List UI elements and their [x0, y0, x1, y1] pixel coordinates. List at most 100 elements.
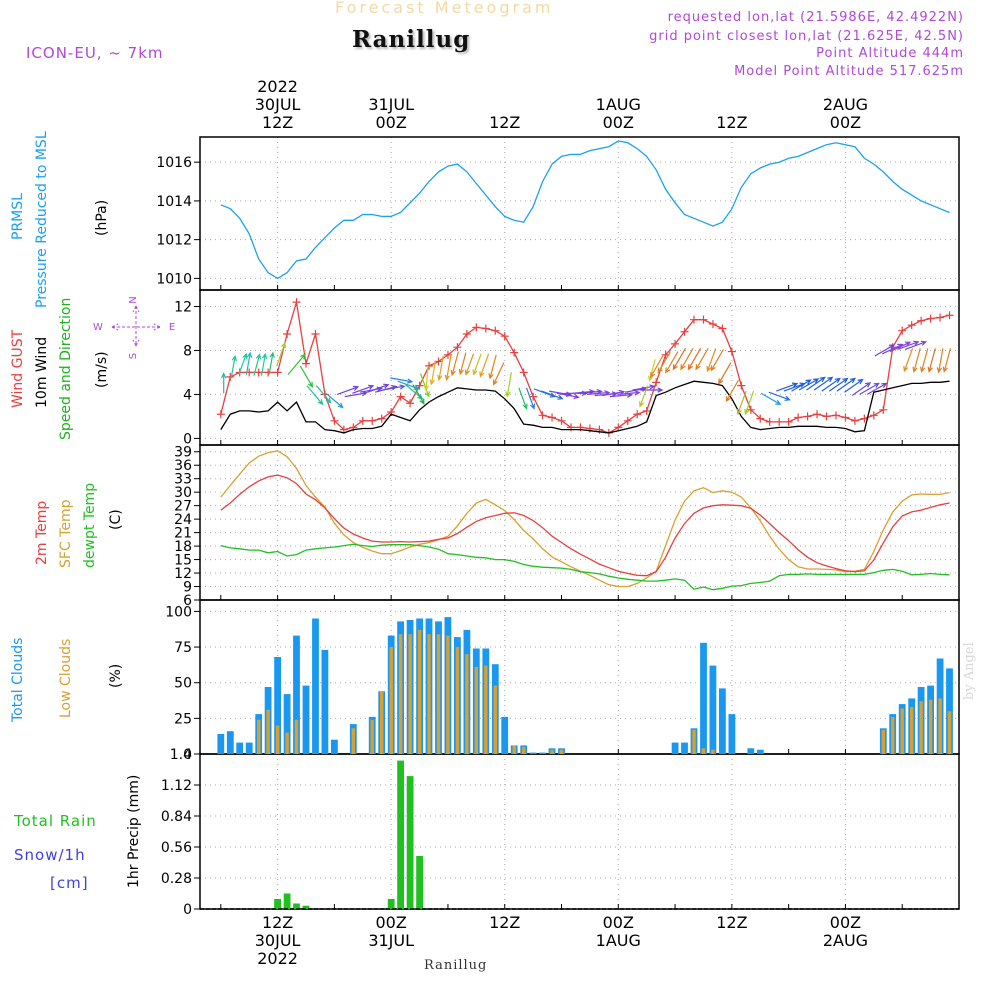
chart-title: Forecast Meteogram	[335, 0, 554, 17]
top-time-label: 30JUL	[255, 95, 301, 114]
sfc-temp-line	[220, 450, 950, 588]
gust-marker	[443, 350, 452, 359]
wind-arrow	[419, 373, 430, 398]
gust-marker	[794, 413, 803, 422]
bottom-time-label: 2AUG	[823, 931, 868, 950]
wind-unit: (m/s)	[94, 351, 110, 388]
total-cloud-bar	[728, 714, 736, 754]
top-time-label: 31JUL	[368, 95, 414, 114]
wind-arrow	[488, 354, 497, 380]
top-time-label: 12Z	[489, 113, 520, 132]
y-tick-label: 1.4	[170, 747, 192, 763]
compass-south: S	[128, 353, 139, 359]
bottom-time-label: 30JUL	[255, 931, 301, 950]
low-cloud-bar	[380, 691, 384, 754]
requested-coords: requested lon,lat (21.5986E, 42.4922N)	[667, 10, 964, 25]
wind-arrow	[230, 354, 237, 379]
wind-arrow	[942, 348, 952, 373]
wind-arrow	[768, 391, 791, 401]
wind-arrow	[725, 379, 740, 403]
gust-marker	[756, 414, 765, 423]
bottom-time-label: 1AUG	[596, 931, 641, 950]
wind-arrow	[444, 355, 452, 382]
gust-marker	[292, 298, 301, 307]
wind-arrow	[687, 347, 702, 371]
wind-arrow	[927, 348, 936, 373]
wind-arrow	[889, 341, 912, 353]
gust-line	[220, 301, 950, 434]
y-tick-label: 8	[183, 343, 192, 359]
wind-arrow	[657, 351, 671, 374]
y-tick-label: 1016	[156, 155, 192, 171]
wind-arrow	[632, 384, 656, 391]
gust-marker	[737, 381, 746, 390]
wind-arrow	[556, 392, 580, 400]
cloud-unit: (%)	[108, 664, 124, 688]
precip-unit: 1hr Precip (mm)	[126, 775, 142, 888]
y-tick-label: 39	[174, 445, 192, 461]
top-time-label: 12Z	[716, 113, 747, 132]
gust-marker	[273, 368, 282, 377]
y-tick-label: 18	[174, 539, 192, 555]
low-cloud-bar	[701, 748, 706, 754]
y-tick-label: 0	[183, 902, 192, 918]
low-cloud-bar	[408, 634, 412, 754]
low-cloud-bar	[512, 745, 516, 754]
gust-marker	[652, 378, 661, 387]
low-cloud-bar	[474, 667, 478, 754]
gust-marker	[396, 392, 405, 401]
top-time-label: 00Z	[830, 113, 861, 132]
gust-marker	[538, 411, 547, 420]
low-cloud-bar	[522, 746, 526, 754]
wind-arrow	[382, 384, 406, 391]
wind-arrow	[680, 347, 694, 371]
gust-marker	[462, 329, 471, 338]
low-cloud-bar	[881, 729, 885, 754]
wind-arrow	[315, 385, 332, 404]
low-cloud-bar	[711, 749, 715, 754]
low-cloud-bar	[417, 629, 422, 754]
low-cloud-bar	[446, 635, 450, 754]
bottom-time-label: 00Z	[376, 913, 407, 932]
gust-marker	[358, 416, 367, 425]
wind-arrow	[806, 376, 826, 391]
gust-marker	[633, 410, 642, 419]
y-tick-label: 0.56	[161, 840, 192, 856]
low-cloud-bar	[947, 711, 952, 754]
y-tick-label: 25	[174, 711, 192, 727]
rain-bar	[274, 899, 281, 909]
total-cloud-bar	[312, 618, 319, 754]
compass-east: E	[169, 322, 175, 333]
total-cloud-bar	[501, 716, 509, 754]
bottom-time-label: 00Z	[603, 913, 634, 932]
low-cloud-bar	[455, 647, 460, 754]
top-time-label: 2AUG	[823, 95, 868, 114]
gust-marker	[283, 329, 292, 338]
top-year-label: 2022	[257, 77, 298, 96]
wind-arrow	[844, 378, 864, 393]
wind-arrow	[533, 388, 556, 398]
total-cloud-bar	[293, 635, 300, 754]
bottom-time-label: 12Z	[489, 913, 520, 932]
y-tick-label: 0	[183, 431, 192, 447]
low-cloud-bar	[275, 725, 280, 754]
temp-label-dew: dewpt Temp	[82, 483, 98, 568]
total-cloud-bar	[283, 694, 291, 754]
wind-arrow	[736, 390, 747, 416]
wind-arrow	[352, 384, 375, 394]
gust-marker	[642, 406, 651, 415]
wind-arrow	[505, 372, 512, 398]
wind-arrow	[253, 353, 262, 376]
gust-marker	[548, 413, 557, 422]
panel-frame	[199, 444, 960, 601]
gust-marker	[264, 368, 273, 377]
gust-marker	[803, 412, 812, 421]
temp-label-sfc: SFC Temp	[58, 499, 74, 568]
rain-bar	[293, 903, 300, 909]
wind-arrow	[238, 352, 248, 375]
gust-marker	[727, 347, 736, 356]
low-cloud-bar	[257, 719, 261, 754]
y-tick-label: 100	[165, 604, 192, 620]
wind-arrow	[866, 382, 888, 395]
pressure-line	[220, 140, 950, 280]
